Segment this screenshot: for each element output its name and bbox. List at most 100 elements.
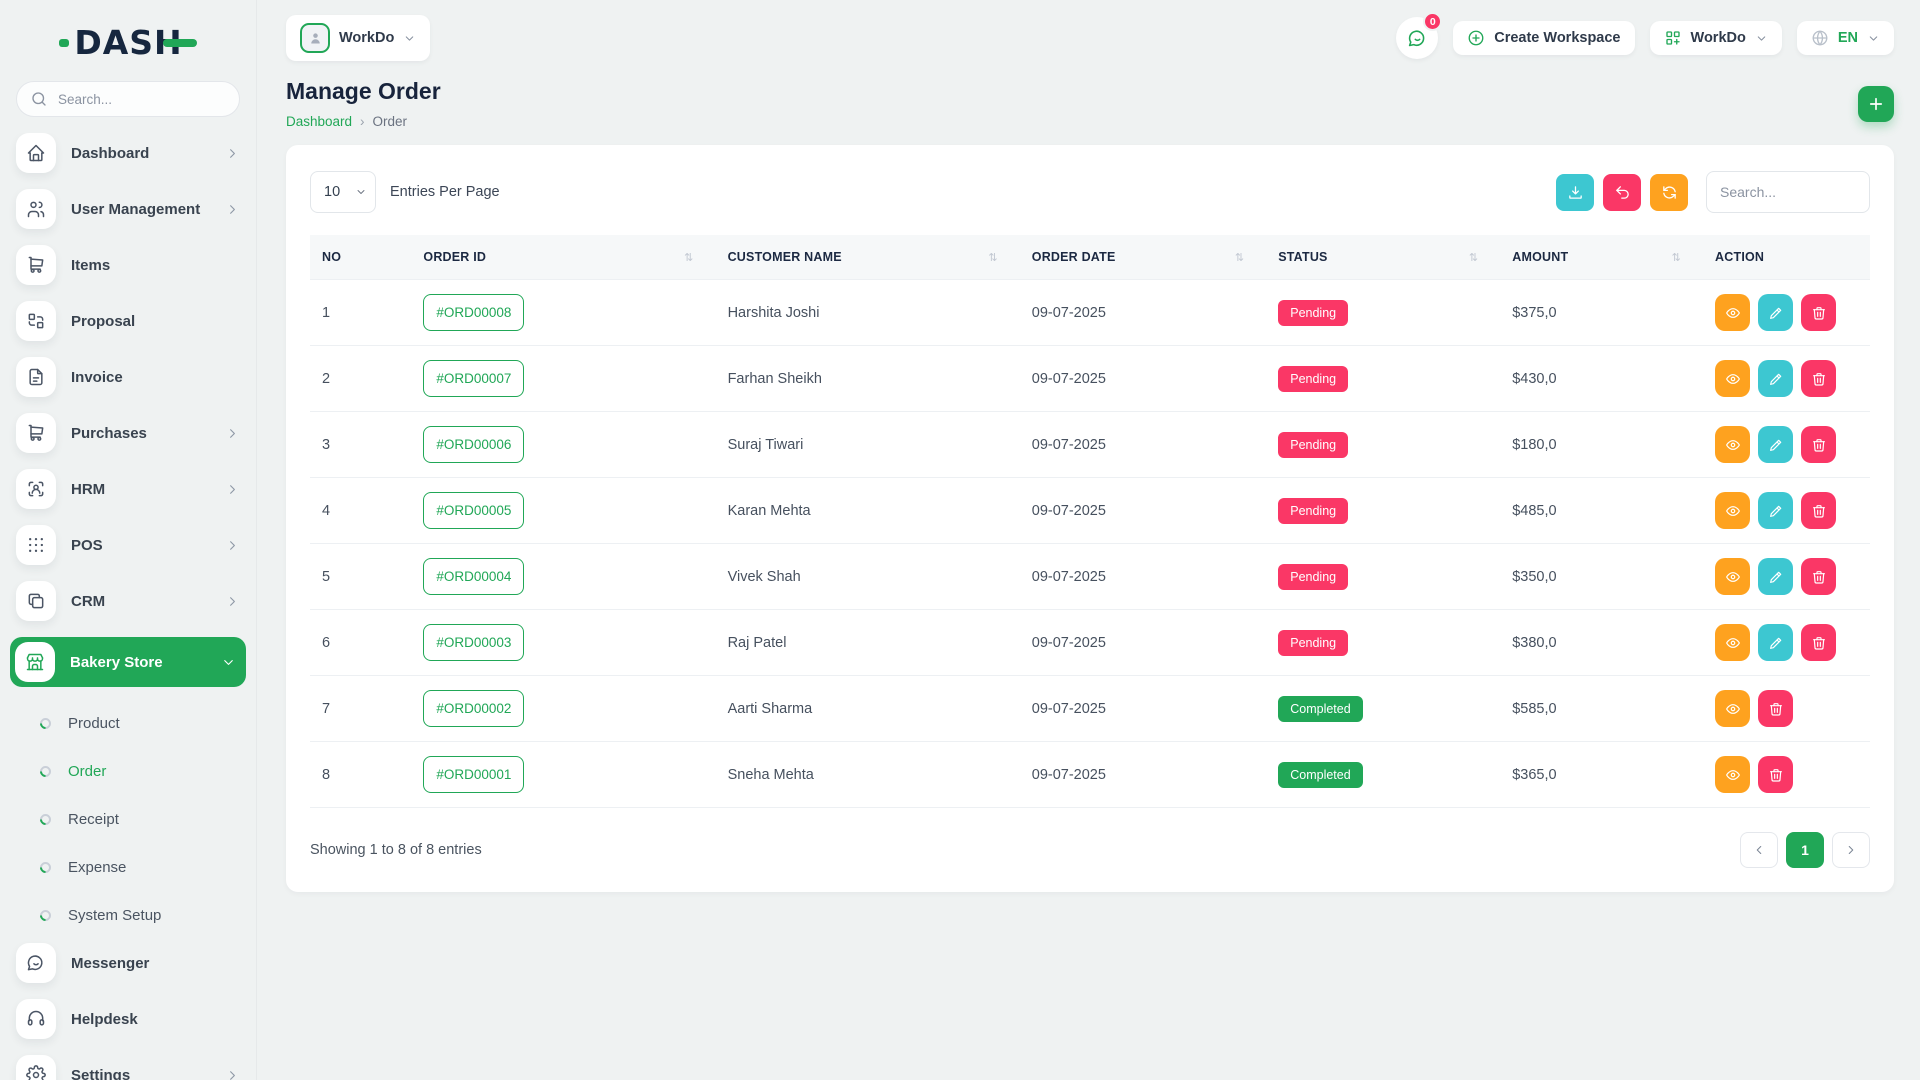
order-id-link[interactable]: #ORD00004 — [423, 558, 525, 595]
cell-amount: $430,0 — [1500, 345, 1704, 412]
workspace-switcher-button[interactable]: WorkDo — [286, 15, 431, 61]
delete-order-button[interactable] — [1801, 492, 1837, 529]
language-selector-button[interactable]: EN — [1796, 21, 1894, 55]
cell-customer-name: Sneha Mehta — [715, 741, 1020, 808]
sidebar-item-invoice[interactable]: Invoice — [16, 357, 240, 397]
column-header-status[interactable]: STATUS ⇅ — [1266, 235, 1501, 280]
order-id-link[interactable]: #ORD00001 — [423, 756, 525, 793]
column-header-order-date[interactable]: ORDER DATE ⇅ — [1019, 235, 1267, 280]
column-header-amount[interactable]: AMOUNT ⇅ — [1500, 235, 1704, 280]
sidebar-item-user-management[interactable]: User Management — [16, 189, 240, 229]
refresh-button[interactable] — [1650, 173, 1688, 211]
sidebar-subitem-receipt[interactable]: Receipt — [37, 799, 240, 839]
delete-order-button[interactable] — [1758, 690, 1794, 727]
create-workspace-button[interactable]: Create Workspace — [1453, 21, 1635, 55]
pagination-prev-button[interactable] — [1740, 832, 1778, 868]
delete-order-button[interactable] — [1801, 624, 1837, 661]
notification-badge: 0 — [1423, 12, 1443, 31]
order-id-link[interactable]: #ORD00008 — [423, 294, 525, 331]
sidebar-item-purchases[interactable]: Purchases — [16, 413, 240, 453]
cell-customer-name: Raj Patel — [715, 609, 1020, 676]
delete-order-button[interactable] — [1801, 426, 1837, 463]
sort-icon[interactable]: ⇅ — [684, 251, 694, 264]
sidebar-item-helpdesk[interactable]: Helpdesk — [16, 999, 240, 1039]
view-order-button[interactable] — [1715, 756, 1751, 793]
sidebar-item-items[interactable]: Items — [16, 245, 240, 285]
language-label: EN — [1837, 30, 1858, 46]
pagination-next-button[interactable] — [1832, 832, 1870, 868]
row-actions — [1715, 294, 1858, 331]
edit-order-button[interactable] — [1758, 360, 1794, 397]
row-actions — [1715, 690, 1858, 727]
undo-icon — [1615, 185, 1629, 199]
delete-order-button[interactable] — [1801, 360, 1837, 397]
pagination-page-1[interactable]: 1 — [1786, 832, 1824, 868]
delete-order-button[interactable] — [1801, 558, 1837, 595]
column-label: ORDER ID — [423, 250, 487, 264]
delete-order-button[interactable] — [1758, 756, 1794, 793]
sidebar-subitem-product[interactable]: Product — [37, 703, 240, 743]
sidebar-item-hrm[interactable]: HRM — [16, 469, 240, 509]
export-button[interactable] — [1556, 173, 1594, 211]
sidebar-item-dashboard[interactable]: Dashboard — [16, 133, 240, 173]
sidebar-item-messenger[interactable]: Messenger — [16, 943, 240, 983]
cell-no: 4 — [310, 477, 412, 544]
sidebar-subitem-label: Expense — [68, 858, 127, 876]
edit-order-button[interactable] — [1758, 294, 1794, 331]
view-order-button[interactable] — [1715, 690, 1751, 727]
status-badge: Pending — [1278, 365, 1349, 392]
view-order-button[interactable] — [1715, 492, 1751, 529]
sidebar-item-pos[interactable]: POS — [16, 525, 240, 565]
sidebar-subitem-system-setup[interactable]: System Setup — [37, 895, 240, 935]
table-search-input[interactable] — [1706, 171, 1870, 213]
cell-order-date: 09-07-2025 — [1019, 675, 1267, 742]
undo-button[interactable] — [1603, 173, 1641, 211]
view-order-button[interactable] — [1715, 294, 1751, 331]
sidebar-item-settings[interactable]: Settings — [16, 1055, 240, 1080]
edit-order-button[interactable] — [1758, 558, 1794, 595]
sidebar-search — [16, 81, 240, 117]
sidebar-item-bakery-store[interactable]: Bakery Store — [10, 637, 246, 687]
view-order-button[interactable] — [1715, 558, 1751, 595]
sort-icon[interactable]: ⇅ — [1468, 251, 1479, 264]
add-order-button[interactable] — [1858, 85, 1894, 122]
cell-order-date: 09-07-2025 — [1019, 411, 1267, 478]
row-actions — [1715, 360, 1858, 397]
messages-button[interactable]: 0 — [1396, 12, 1443, 59]
order-id-link[interactable]: #ORD00005 — [423, 492, 525, 529]
order-id-link[interactable]: #ORD00007 — [423, 360, 525, 397]
page-title: Manage Order — [286, 78, 441, 104]
sidebar-item-label: Bakery Store — [70, 653, 163, 671]
sidebar-subitem-label: Order — [68, 762, 107, 780]
breadcrumb-separator: › — [360, 114, 365, 129]
view-order-button[interactable] — [1715, 426, 1751, 463]
sidebar-subitem-label: Product — [68, 714, 120, 732]
sidebar-item-label: Helpdesk — [71, 1010, 138, 1028]
edit-order-button[interactable] — [1758, 624, 1794, 661]
cell-no: 3 — [310, 411, 412, 478]
delete-order-button[interactable] — [1801, 294, 1837, 331]
sidebar-subitem-order[interactable]: Order — [37, 751, 240, 791]
edit-order-button[interactable] — [1758, 426, 1794, 463]
sort-icon[interactable]: ⇅ — [988, 251, 998, 264]
column-header-order-id[interactable]: ORDER ID ⇅ — [411, 235, 716, 280]
column-header-customer-name[interactable]: CUSTOMER NAME ⇅ — [715, 235, 1020, 280]
view-order-button[interactable] — [1715, 624, 1751, 661]
chevron-down-icon — [221, 655, 236, 670]
workdo-menu-button[interactable]: WorkDo — [1649, 21, 1782, 55]
edit-order-button[interactable] — [1758, 492, 1794, 529]
order-id-link[interactable]: #ORD00006 — [423, 426, 525, 463]
view-order-button[interactable] — [1715, 360, 1751, 397]
sort-icon[interactable]: ⇅ — [1234, 251, 1245, 264]
row-actions — [1715, 426, 1858, 463]
sidebar-item-crm[interactable]: CRM — [16, 581, 240, 621]
sidebar-search-input[interactable] — [56, 90, 226, 108]
table-row: 3 #ORD00006 Suraj Tiwari 09-07-2025 Pending $… — [310, 411, 1870, 478]
order-id-link[interactable]: #ORD00003 — [423, 624, 525, 661]
sort-icon[interactable]: ⇅ — [1671, 251, 1682, 264]
order-id-link[interactable]: #ORD00002 — [423, 690, 525, 727]
entries-per-page-select[interactable]: 10 — [310, 171, 376, 213]
sidebar-item-proposal[interactable]: Proposal — [16, 301, 240, 341]
breadcrumb-link-dashboard[interactable]: Dashboard — [286, 114, 353, 129]
sidebar-subitem-expense[interactable]: Expense — [37, 847, 240, 887]
